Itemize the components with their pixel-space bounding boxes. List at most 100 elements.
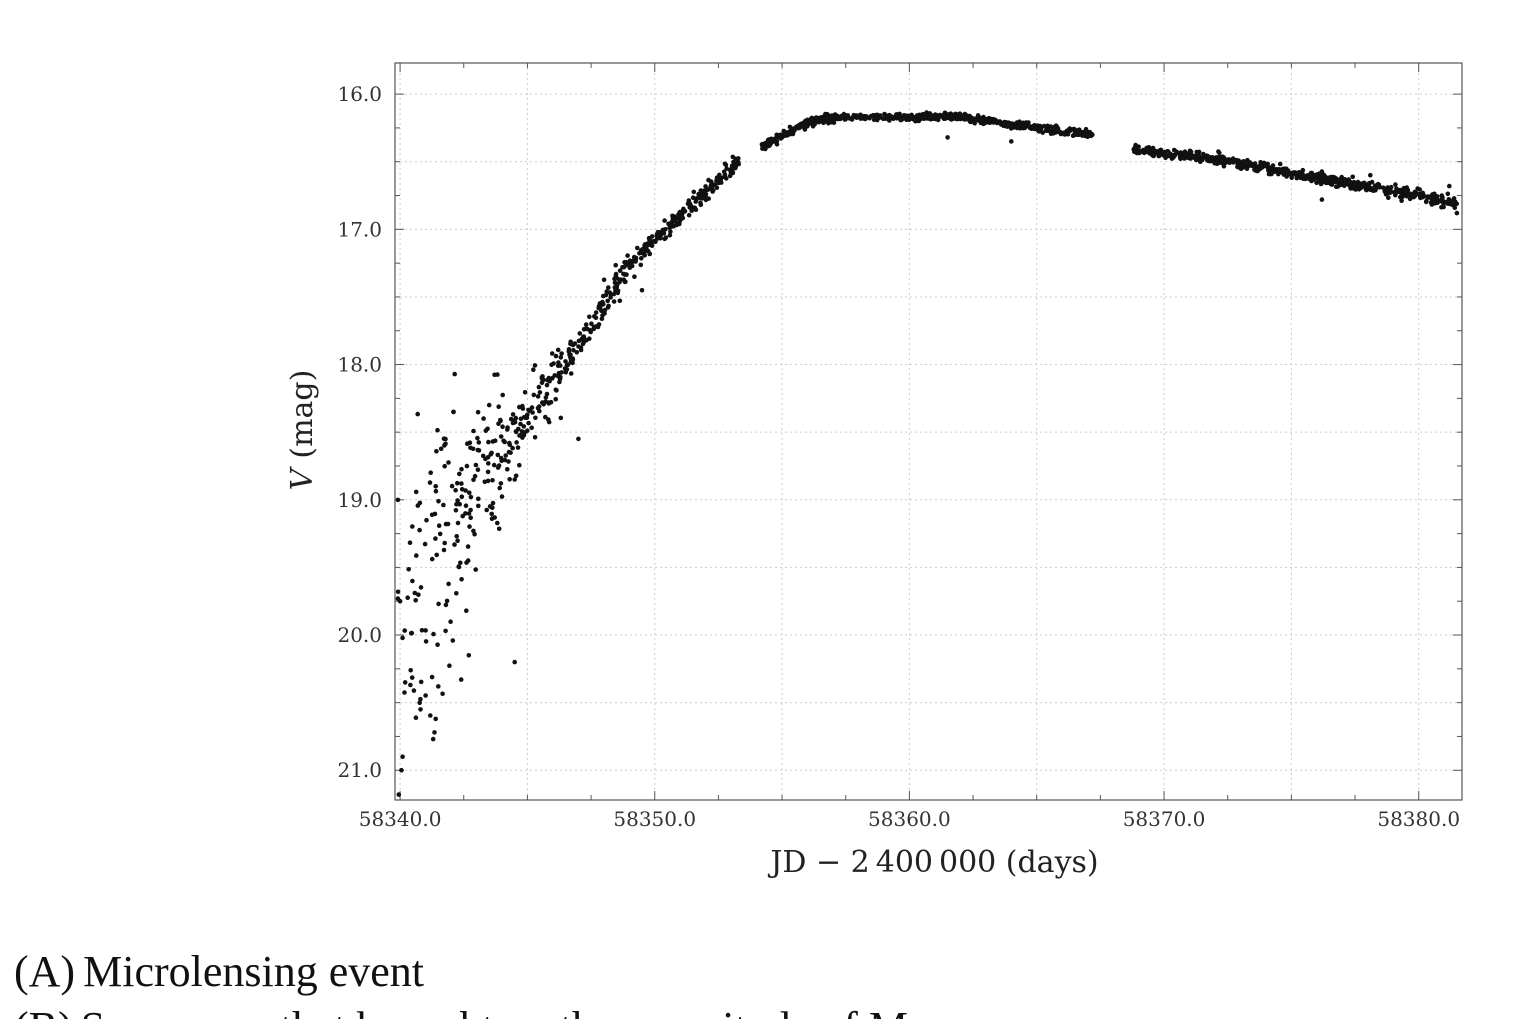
data-point [443, 628, 448, 634]
data-point-outlier [576, 436, 581, 442]
data-point [808, 117, 814, 123]
data-point [433, 488, 439, 494]
data-point [434, 449, 439, 454]
data-point [1262, 163, 1268, 169]
data-point [418, 679, 424, 685]
data-point [473, 462, 479, 468]
data-point [532, 363, 538, 368]
data-point [979, 118, 985, 123]
data-point [1249, 163, 1255, 169]
data-point [974, 116, 979, 121]
data-point [546, 375, 552, 381]
data-point [1342, 182, 1347, 188]
data-point [967, 118, 972, 124]
data-point [446, 581, 451, 587]
data-point [819, 116, 824, 121]
data-point [1229, 159, 1235, 165]
data-point [639, 255, 644, 261]
data-point [1005, 124, 1010, 129]
option-b[interactable]: (B) Supernova that brought on the magnitu… [14, 1000, 941, 1019]
data-point [703, 184, 708, 189]
data-point [1332, 179, 1338, 184]
x-tick-label: 58370.0 [1123, 807, 1206, 831]
data-point [1238, 166, 1244, 171]
data-point [459, 494, 465, 500]
data-point [1364, 187, 1369, 193]
data-point-outlier [512, 659, 517, 665]
data-point [475, 409, 481, 415]
data-point [495, 452, 501, 458]
data-point [1086, 133, 1092, 138]
data-point [674, 222, 679, 228]
data-point [453, 508, 459, 513]
data-point-outlier [458, 677, 464, 682]
data-point [597, 303, 603, 309]
data-point [555, 347, 561, 353]
data-point [510, 445, 515, 451]
option-a-letter: (A) [14, 947, 76, 996]
option-a[interactable]: (A) Microlensing event [14, 944, 941, 1000]
data-point [846, 115, 851, 120]
data-point [952, 114, 957, 119]
data-point [492, 515, 498, 520]
data-point [1423, 199, 1429, 205]
data-point [617, 298, 623, 304]
data-point [514, 440, 519, 445]
data-point [795, 125, 801, 131]
data-point [1276, 167, 1282, 172]
data-point [544, 391, 550, 397]
y-axis-title-symbol: V [285, 465, 320, 490]
data-point [406, 567, 412, 572]
data-point [473, 567, 479, 572]
data-point [698, 200, 703, 205]
data-point [497, 485, 503, 491]
data-point [1353, 187, 1358, 192]
data-point [506, 459, 511, 464]
data-point [1326, 175, 1331, 181]
data-point [455, 498, 460, 503]
data-point-outlier [428, 470, 434, 476]
data-point [637, 251, 642, 256]
data-point [427, 480, 433, 485]
data-point [410, 524, 415, 529]
data-point [457, 501, 463, 507]
data-point [557, 376, 563, 382]
data-point [1434, 196, 1440, 201]
data-point [1319, 169, 1325, 174]
data-point [1065, 129, 1071, 134]
data-point [627, 258, 633, 264]
data-point [1191, 153, 1197, 159]
data-point [1258, 162, 1264, 167]
data-point [544, 382, 550, 388]
data-point [1277, 161, 1283, 167]
data-point [729, 163, 735, 169]
data-point [564, 367, 570, 372]
data-point [914, 118, 919, 123]
data-point [452, 371, 458, 377]
data-point-outlier [945, 135, 950, 140]
data-point [532, 435, 538, 440]
data-point [680, 215, 686, 221]
data-point [933, 116, 939, 122]
data-point [706, 177, 711, 183]
data-point [1217, 156, 1223, 161]
data-point [443, 602, 449, 608]
data-point [571, 347, 576, 353]
data-point [854, 113, 859, 118]
data-point [518, 421, 523, 427]
data-point [993, 117, 998, 123]
data-point [1152, 148, 1158, 153]
data-point [521, 424, 527, 429]
data-point [416, 592, 421, 597]
data-point [832, 114, 837, 120]
data-point-outlier [397, 598, 403, 604]
option-b-letter: (B) [14, 1000, 73, 1019]
data-point [490, 500, 496, 506]
data-point [602, 307, 608, 313]
data-point [1383, 192, 1389, 197]
data-point [475, 435, 480, 441]
data-point [1291, 170, 1297, 175]
data-point [558, 363, 563, 368]
data-point [943, 114, 948, 119]
data-point [431, 631, 436, 637]
